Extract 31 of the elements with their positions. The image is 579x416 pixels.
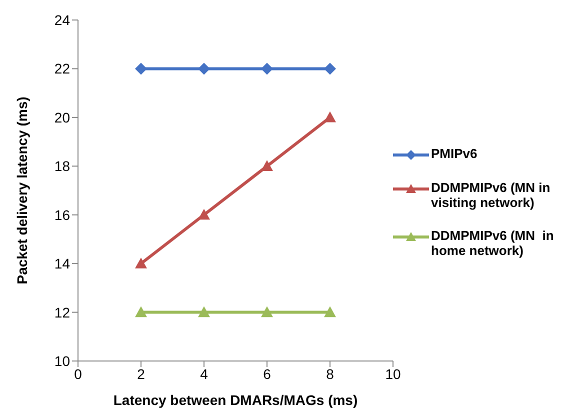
point: [324, 111, 336, 122]
legend-label: DDMPMIPv6 (MN in home network): [431, 228, 555, 258]
point: [198, 208, 210, 220]
point: [135, 62, 147, 75]
point: [198, 62, 210, 75]
y-tick-label: 24: [54, 12, 70, 28]
x-tick-label: 0: [74, 366, 82, 382]
x-tick-label: 6: [263, 366, 272, 382]
y-tick-label: 10: [54, 352, 70, 369]
y-tick-label: 22: [54, 60, 70, 77]
point: [324, 62, 336, 75]
x-axis-title: Latency between DMARs/MAGs (ms): [113, 392, 358, 408]
y-axis-title: Packet delivery latency (ms): [14, 96, 30, 284]
point: [261, 306, 273, 318]
legend-label: PMIPv6: [431, 146, 478, 160]
point: [324, 306, 336, 318]
point: [135, 306, 147, 318]
x-tick-label: 10: [385, 366, 401, 382]
x-tick-label: 8: [326, 366, 334, 382]
point: [261, 62, 273, 75]
y-tick-label: 18: [54, 158, 70, 174]
y-tick-label: 14: [54, 256, 70, 272]
point: [261, 160, 273, 171]
y-tick-label: 16: [54, 206, 70, 223]
point: [198, 306, 210, 318]
x-tick-label: 4: [200, 366, 208, 382]
point: [135, 258, 147, 268]
x-tick-label: 2: [137, 366, 146, 382]
y-tick-label: 12: [54, 304, 70, 320]
y-tick-label: 20: [54, 109, 70, 126]
legend-label: DDMPMIPv6 (MN in visiting network): [431, 180, 552, 210]
